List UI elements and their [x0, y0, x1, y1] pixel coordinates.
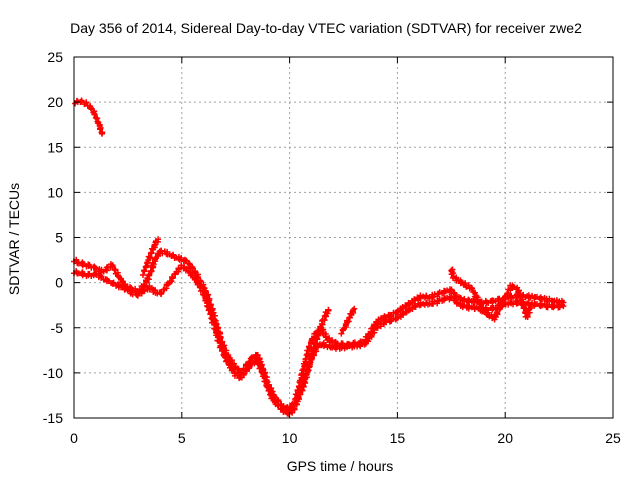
data-point	[265, 387, 272, 394]
data-point	[400, 311, 407, 318]
data-point	[254, 357, 261, 364]
data-point	[515, 288, 522, 295]
data-point	[386, 311, 393, 318]
data-point	[338, 330, 345, 337]
data-point	[386, 317, 393, 324]
y-tick-label: 25	[47, 49, 63, 65]
y-tick-label: -10	[43, 365, 63, 381]
data-point	[207, 311, 214, 318]
ticks-layer: 0 5 10 15 20 25 -15 -10 -5 0 5 10 15 20 25	[43, 49, 621, 446]
y-tick-label: 0	[55, 275, 63, 291]
data-point	[246, 364, 253, 371]
data-point	[178, 262, 185, 269]
data-point	[412, 303, 419, 310]
data-point	[155, 236, 162, 243]
y-tick-label: 10	[47, 184, 63, 200]
data-point	[412, 297, 419, 304]
data-point	[83, 99, 90, 106]
data-point	[295, 394, 302, 401]
data-point	[496, 305, 503, 312]
data-point	[560, 303, 567, 310]
data-point	[351, 305, 358, 312]
y-axis-label: SDTVAR / TECUs	[6, 183, 22, 295]
data-point	[92, 264, 99, 271]
data-point	[169, 274, 176, 281]
data-point	[139, 272, 146, 278]
data-point	[371, 326, 378, 333]
y-tick-label: -5	[51, 320, 64, 336]
data-point	[91, 110, 98, 117]
data-point	[257, 364, 264, 371]
data-point	[85, 272, 92, 279]
data-point	[110, 279, 117, 286]
data-point	[322, 333, 329, 340]
data-point	[254, 352, 261, 359]
x-tick-label: 15	[390, 430, 406, 446]
data-point	[476, 300, 483, 307]
data-point	[448, 293, 455, 300]
data-point	[141, 267, 148, 274]
y-tick-label: 20	[47, 94, 63, 110]
data-point	[271, 398, 278, 405]
data-point	[187, 268, 194, 275]
x-axis-label: GPS time / hours	[287, 458, 394, 474]
data-point	[528, 303, 535, 310]
data-point	[146, 272, 153, 279]
chart-title: Day 356 of 2014, Sidereal Day-to-day VTE…	[70, 20, 582, 36]
data-point	[217, 343, 224, 350]
y-tick-label: 15	[47, 139, 63, 155]
data-point	[206, 306, 213, 313]
data-point	[307, 358, 314, 365]
data-point	[197, 284, 204, 291]
data-point	[99, 130, 106, 137]
data-point	[302, 356, 309, 363]
data-point	[365, 338, 372, 345]
data-point	[494, 310, 501, 317]
data-point	[303, 372, 310, 379]
x-tick-label: 25	[605, 430, 621, 446]
data-point	[300, 383, 307, 390]
y-tick-label: -15	[43, 410, 63, 426]
data-point	[98, 273, 105, 280]
data-point	[469, 285, 476, 292]
data-point	[325, 306, 332, 313]
x-tick-label: 10	[282, 430, 298, 446]
data-point	[96, 125, 103, 132]
data-point	[210, 318, 217, 325]
data-point	[306, 344, 313, 351]
y-tick-label: 5	[55, 230, 63, 246]
data-point	[520, 305, 527, 312]
x-tick-label: 5	[178, 430, 186, 446]
data-point	[178, 255, 185, 262]
data-point	[451, 289, 458, 296]
data-point	[310, 347, 317, 354]
x-tick-label: 0	[70, 430, 78, 446]
grid-layer	[74, 57, 613, 418]
data-point	[291, 405, 298, 412]
data-point	[480, 307, 487, 314]
data-point	[502, 294, 509, 301]
data-point	[550, 298, 557, 305]
data-point	[144, 260, 151, 267]
data-point	[448, 286, 455, 293]
data-point	[151, 242, 158, 249]
data-point	[158, 290, 165, 297]
data-point	[168, 273, 175, 280]
data-point	[230, 366, 237, 373]
data-points-layer	[71, 97, 567, 417]
data-point	[109, 262, 116, 269]
x-tick-label: 20	[497, 430, 513, 446]
data-point	[519, 300, 526, 307]
data-point	[194, 280, 201, 287]
